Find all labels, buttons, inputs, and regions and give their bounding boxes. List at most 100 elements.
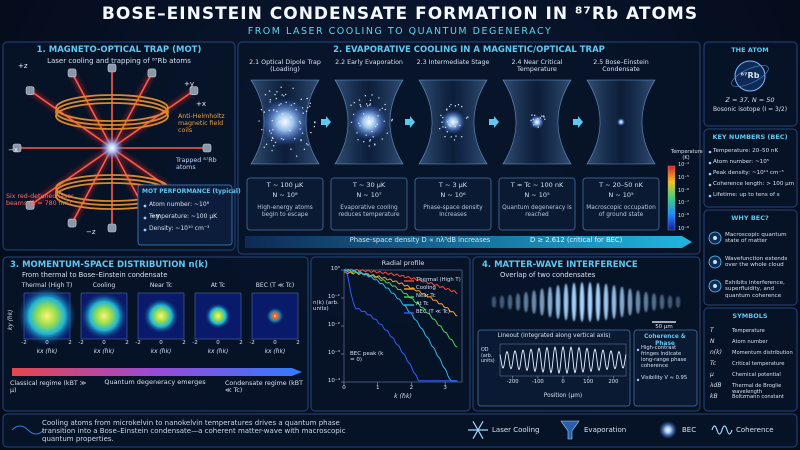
fringe xyxy=(507,294,513,310)
atom xyxy=(283,95,285,97)
atom-numbers: Z = 37, N = 50 xyxy=(725,96,775,104)
chart-title: Radial profile xyxy=(381,259,425,267)
annotation: BEC peak (k = 0) xyxy=(350,351,384,364)
atom xyxy=(305,110,308,112)
profile-curve xyxy=(343,270,458,382)
atom xyxy=(359,125,361,127)
list-item: Temperature: ~100 μK xyxy=(149,213,218,220)
colorbar-tick: 10⁻⁶ xyxy=(678,187,690,194)
list-item: Atom number: ~10⁵ xyxy=(713,159,770,165)
symbol: kB xyxy=(710,393,718,400)
atom xyxy=(442,126,444,128)
atom xyxy=(269,101,271,103)
x-tick-label: 3 xyxy=(443,385,447,391)
atom xyxy=(369,139,372,141)
atom xyxy=(454,125,456,128)
atom xyxy=(544,118,546,121)
atom xyxy=(298,120,301,123)
beam-port xyxy=(25,86,35,95)
snowflake-icon xyxy=(472,421,484,439)
bullet xyxy=(708,194,712,198)
footer-bar xyxy=(2,413,798,448)
atom xyxy=(542,115,545,117)
atom xyxy=(271,149,273,152)
psd-label: Phase-space density D ∝ nλ³dB increases xyxy=(349,236,491,244)
atom xyxy=(299,122,302,124)
symbol: N xyxy=(710,338,715,345)
fringe xyxy=(499,295,505,309)
atom xyxy=(305,143,308,145)
stage-card xyxy=(414,177,492,231)
fringe xyxy=(635,290,641,314)
beam-port xyxy=(67,68,77,78)
axis-label: ky (ħk) xyxy=(8,309,14,330)
atom xyxy=(465,117,468,119)
lineout-curve xyxy=(499,345,627,375)
fringe xyxy=(515,293,521,311)
box-title: WHY BEC? xyxy=(731,214,769,222)
panel-label: BEC (T ≪ Tc) xyxy=(255,282,295,289)
atom xyxy=(353,101,355,104)
bullet xyxy=(143,204,147,208)
symbol: λdB xyxy=(710,382,722,389)
box-title: THE ATOM xyxy=(731,46,769,54)
x-tick-label: -200 xyxy=(506,379,519,385)
atom xyxy=(290,116,292,118)
panel-label: Near Tc xyxy=(149,282,173,289)
atom xyxy=(368,145,370,147)
stage-temperature: T ~ 30 μK xyxy=(352,181,386,189)
stage-arrow xyxy=(573,116,583,128)
beam-port xyxy=(107,63,117,73)
section-subtitle: Laser cooling and trapping of ⁸⁷Rb atoms xyxy=(47,57,191,65)
fringe xyxy=(547,286,553,318)
atom xyxy=(365,103,368,105)
beam-port xyxy=(189,86,199,95)
fringe xyxy=(659,294,665,310)
atom xyxy=(377,115,379,117)
atom xyxy=(363,141,365,143)
symbol: T xyxy=(710,327,714,334)
x-tick-label: 1 xyxy=(375,385,380,391)
x-tick-label: 2 xyxy=(409,385,414,391)
atom-symbol: ⁸⁷Rb xyxy=(740,71,760,80)
funnel-icon xyxy=(560,420,580,440)
atom xyxy=(270,132,272,134)
atom xyxy=(313,125,316,128)
atom xyxy=(261,128,263,131)
atom xyxy=(293,102,296,105)
atom xyxy=(460,136,463,138)
atom xyxy=(290,148,292,150)
legend-label: BEC (T ≪ Tc) xyxy=(416,309,450,315)
atom xyxy=(300,98,302,101)
atom xyxy=(280,103,282,105)
symbol-meaning: Critical temperature xyxy=(732,361,785,367)
fringe xyxy=(627,288,633,316)
atom xyxy=(358,99,361,101)
lineout-box xyxy=(477,329,631,407)
list-item: Visibility V ≈ 0.95 xyxy=(641,375,688,381)
tick-label: -2 xyxy=(249,340,255,346)
key-box xyxy=(703,128,798,208)
tick-label: 0 xyxy=(216,340,220,346)
list-item: High-contrast fringes indicate long-rang… xyxy=(641,345,687,369)
stage-name: 2.5 Bose–Einstein Condensate xyxy=(593,59,649,74)
beam-port xyxy=(25,201,35,210)
atom xyxy=(278,104,280,106)
section-title: 3. MOMENTUM-SPACE DISTRIBUTION n(k) xyxy=(10,260,208,270)
atom xyxy=(274,141,277,144)
atom xyxy=(461,105,463,108)
colorbar-title: Temperature (K) xyxy=(671,149,703,161)
regime-arrow xyxy=(12,368,302,376)
why-icon-core xyxy=(713,260,717,264)
tick-label: -2 xyxy=(78,340,84,346)
atom xyxy=(364,95,367,97)
tick-label: 2 xyxy=(125,340,129,346)
wave-icon xyxy=(711,425,733,435)
axis-label: kx (ħk) xyxy=(150,349,172,355)
fringe xyxy=(539,288,545,316)
atom xyxy=(441,121,443,123)
atom xyxy=(273,109,275,111)
field-coil xyxy=(55,94,169,122)
symbol-meaning: Atom number xyxy=(732,339,768,345)
